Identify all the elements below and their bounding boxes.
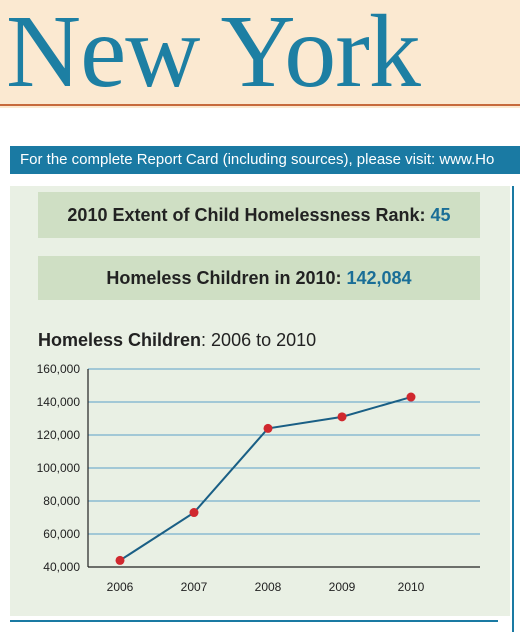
series-line bbox=[119, 396, 412, 562]
x-tick-label: 2006 bbox=[107, 580, 134, 594]
chart-title-rest: : 2006 to 2010 bbox=[201, 330, 317, 350]
header-divider bbox=[0, 104, 520, 106]
chart-title-bold: Homeless Children bbox=[38, 330, 202, 350]
y-tick-label: 160,000 bbox=[37, 362, 81, 376]
count-label: Homeless Children in 2010: bbox=[106, 268, 347, 288]
y-tick-label: 120,000 bbox=[37, 428, 81, 442]
rank-value: 45 bbox=[430, 205, 451, 225]
x-tick-label: 2007 bbox=[181, 580, 208, 594]
x-tick-label: 2008 bbox=[255, 580, 282, 594]
panel-border-right bbox=[512, 186, 514, 632]
y-tick-label: 60,000 bbox=[43, 527, 80, 541]
count-stat-box: Homeless Children in 2010: 142,084 bbox=[38, 256, 480, 300]
data-point bbox=[115, 555, 125, 565]
rank-stat-box: 2010 Extent of Child Homelessness Rank: … bbox=[38, 192, 480, 238]
y-tick-label: 100,000 bbox=[37, 461, 81, 475]
x-tick-label: 2010 bbox=[398, 580, 425, 594]
count-value: 142,084 bbox=[346, 268, 412, 288]
chart-title: Homeless Children: 2006 to 2010 bbox=[38, 330, 316, 351]
data-point bbox=[337, 412, 347, 422]
data-point bbox=[189, 508, 199, 518]
y-tick-label: 80,000 bbox=[43, 494, 80, 508]
report-card-banner: For the complete Report Card (including … bbox=[10, 146, 520, 174]
header-band: New York bbox=[0, 0, 520, 108]
x-tick-label: 2009 bbox=[329, 580, 356, 594]
rank-label: 2010 Extent of Child Homelessness Rank: bbox=[67, 205, 431, 225]
data-point bbox=[406, 392, 416, 402]
data-point bbox=[263, 423, 273, 433]
y-tick-label: 40,000 bbox=[43, 560, 80, 574]
panel-border-bottom bbox=[10, 620, 498, 622]
y-tick-label: 140,000 bbox=[37, 395, 81, 409]
state-title: New York bbox=[6, 0, 421, 109]
